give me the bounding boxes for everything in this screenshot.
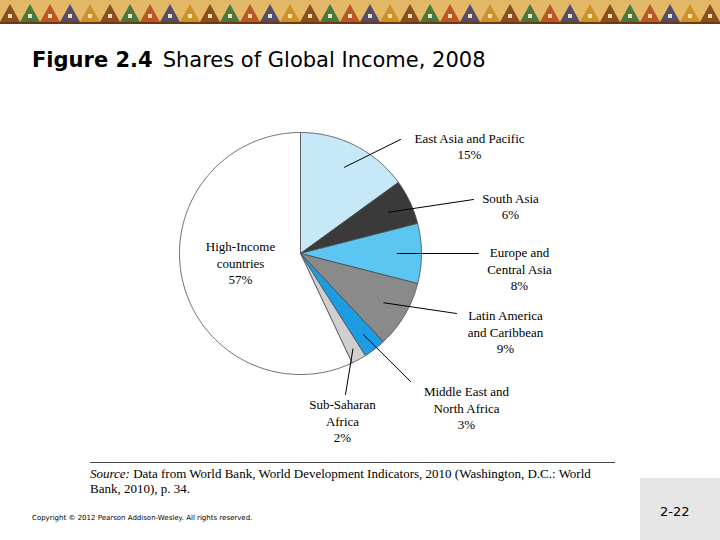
html-text:Copyright © 2012 Pearson Addis: Copyright © 2012 Pearson Addison-Wesley.… [32,514,253,522]
svg-text:Sub-SaharanAfrica2%: Sub-SaharanAfrica2% [309,397,376,445]
html-text:Figure 2.4: Figure 2.4 [32,48,153,72]
svg-text:South Asia6%: South Asia6% [482,191,539,222]
svg-text:East Asia and Pacific15%: East Asia and Pacific15% [414,131,524,162]
svg-text:Middle East andNorth Africa3%: Middle East andNorth Africa3% [424,384,510,432]
html-text:Source: Data from World Bank,: Source: Data from World Bank, World Deve… [90,466,591,496]
svg-text:Latin Americaand Caribbean9%: Latin Americaand Caribbean9% [468,308,544,356]
html-text:Shares of Global Income, 2008: Shares of Global Income, 2008 [162,48,486,72]
svg-text:High-Incomecountries57%: High-Incomecountries57% [206,239,276,287]
html-text:2-22: 2-22 [660,504,690,519]
svg-text:Europe andCentral Asia8%: Europe andCentral Asia8% [487,245,552,293]
